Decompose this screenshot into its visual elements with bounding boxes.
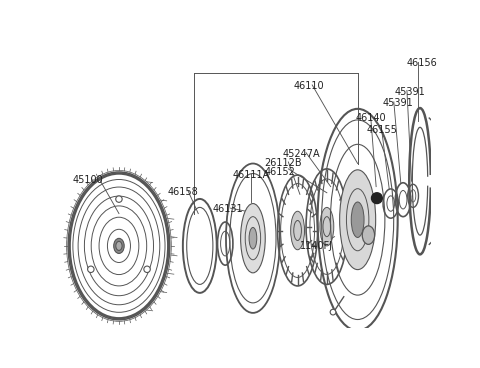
Text: 46110: 46110 bbox=[294, 81, 324, 91]
Text: 46156: 46156 bbox=[406, 58, 437, 68]
Ellipse shape bbox=[362, 226, 374, 244]
Text: 45391: 45391 bbox=[383, 98, 414, 108]
Text: 46158: 46158 bbox=[168, 187, 198, 197]
Text: 46140: 46140 bbox=[355, 113, 386, 123]
Text: 46111A: 46111A bbox=[232, 170, 269, 180]
Ellipse shape bbox=[116, 241, 122, 251]
Ellipse shape bbox=[240, 204, 265, 273]
Text: 45100: 45100 bbox=[73, 175, 104, 185]
Circle shape bbox=[117, 197, 121, 201]
Text: 45391: 45391 bbox=[395, 86, 425, 96]
Text: 26112B: 26112B bbox=[264, 158, 302, 168]
Circle shape bbox=[116, 196, 122, 202]
Circle shape bbox=[332, 311, 335, 314]
Ellipse shape bbox=[114, 238, 124, 254]
Ellipse shape bbox=[320, 208, 334, 246]
Ellipse shape bbox=[249, 227, 257, 249]
Circle shape bbox=[89, 268, 93, 271]
Text: 45247A: 45247A bbox=[283, 149, 321, 159]
Ellipse shape bbox=[291, 211, 304, 250]
Circle shape bbox=[88, 266, 94, 272]
Circle shape bbox=[372, 193, 382, 204]
Ellipse shape bbox=[340, 170, 376, 270]
Circle shape bbox=[145, 268, 149, 271]
Text: 1140FJ: 1140FJ bbox=[300, 241, 333, 251]
Text: 46152: 46152 bbox=[264, 167, 295, 177]
Text: 46155: 46155 bbox=[366, 125, 397, 135]
Ellipse shape bbox=[351, 202, 364, 237]
Circle shape bbox=[144, 266, 150, 272]
Circle shape bbox=[330, 309, 336, 315]
Text: 46131: 46131 bbox=[212, 204, 243, 214]
